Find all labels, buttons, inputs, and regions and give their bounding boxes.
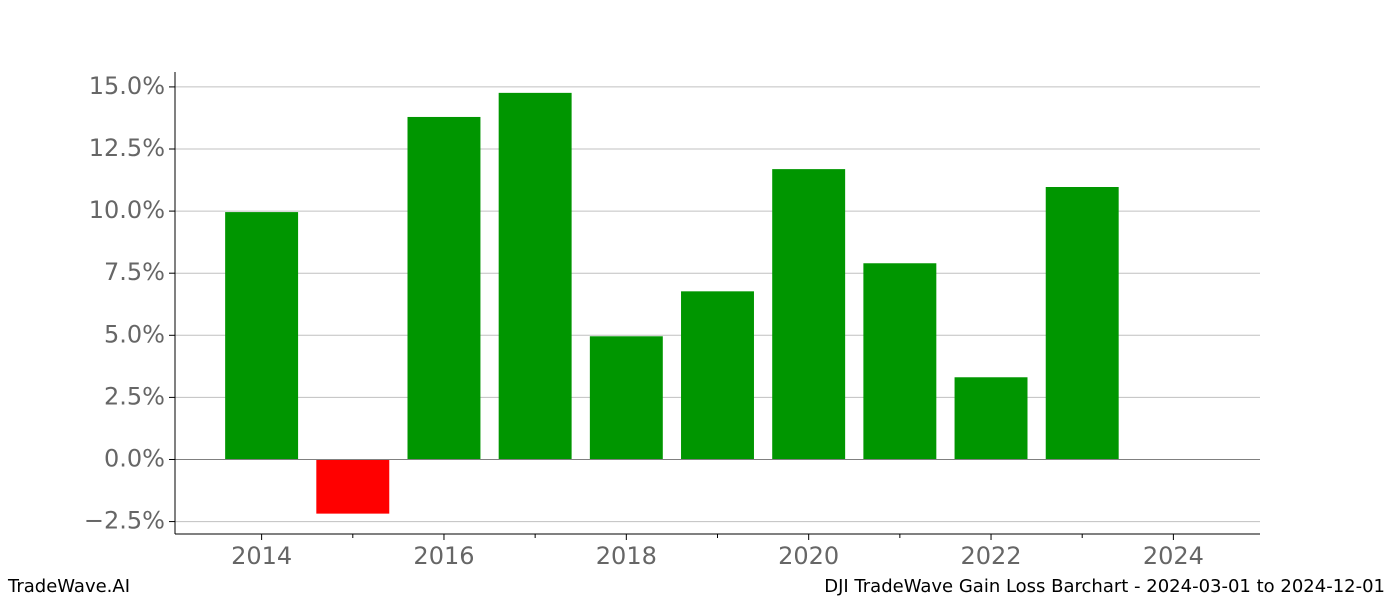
bar (1045, 187, 1119, 460)
bar (863, 263, 937, 460)
bar (225, 212, 299, 460)
bar (589, 336, 663, 460)
x-tick-label: 2024 (1143, 542, 1204, 570)
bar (954, 377, 1028, 460)
x-tick-label: 2018 (596, 542, 657, 570)
footer-right: DJI TradeWave Gain Loss Barchart - 2024-… (824, 576, 1385, 597)
y-tick-label: 5.0% (104, 320, 165, 348)
x-tick-label: 2016 (413, 542, 474, 570)
bar (498, 92, 572, 460)
footer-left: TradeWave.AI (7, 576, 130, 597)
bar (681, 291, 754, 460)
x-tick-label: 2020 (778, 542, 839, 570)
y-tick-label: 7.5% (104, 258, 165, 286)
x-tick-label: 2014 (231, 542, 292, 570)
x-tick-label: 2022 (960, 542, 1021, 570)
bar (772, 169, 846, 460)
y-tick-label: −2.5% (84, 507, 165, 535)
y-tick-label: 2.5% (104, 382, 165, 410)
y-tick-label: 0.0% (104, 444, 165, 472)
y-tick-label: 10.0% (89, 196, 165, 224)
y-tick-label: 15.0% (89, 72, 165, 100)
y-tick-label: 12.5% (89, 134, 165, 162)
bar (316, 459, 390, 514)
bar (407, 116, 481, 460)
